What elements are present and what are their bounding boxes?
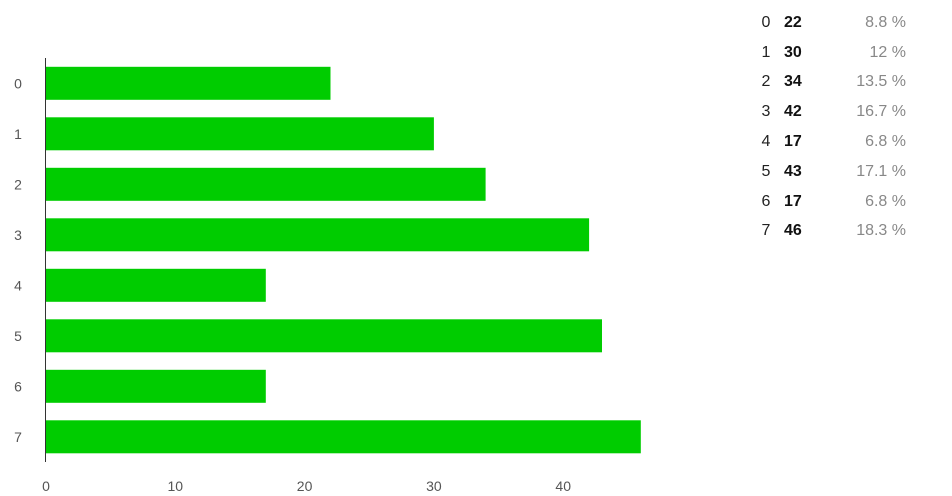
- bar-0: [46, 66, 331, 100]
- summary-row-6: 6 17 6.8 %: [748, 187, 906, 217]
- summary-row-5: 5 43 17.1 %: [748, 157, 906, 187]
- summary-count: 43: [784, 162, 802, 180]
- bar-3: [46, 218, 590, 252]
- y-tick-label-5: 5: [14, 328, 22, 344]
- summary-category: 6: [761, 192, 771, 210]
- summary-category: 1: [761, 43, 771, 61]
- summary-category: 2: [761, 73, 771, 91]
- y-tick-label-2: 2: [14, 176, 22, 192]
- summary-percentage: 13.5 %: [856, 73, 906, 91]
- summary-row-3: 3 42 16.7 %: [748, 97, 906, 127]
- summary-count: 46: [784, 222, 802, 240]
- summary-count: 30: [784, 43, 802, 61]
- summary-count: 22: [784, 13, 802, 31]
- x-tick-label-10: 10: [168, 478, 184, 494]
- summary-count: 17: [784, 192, 802, 210]
- summary-count: 34: [784, 73, 802, 91]
- summary-row-7: 7 46 18.3 %: [748, 217, 906, 247]
- summary-category: 0: [761, 13, 771, 31]
- x-tick-label-20: 20: [297, 478, 313, 494]
- summary-percentage: 16.7 %: [856, 103, 906, 121]
- summary-category: 4: [761, 133, 771, 151]
- summary-category: 7: [761, 222, 771, 240]
- y-tick-label-7: 7: [14, 429, 22, 445]
- y-tick-label-4: 4: [14, 277, 22, 293]
- summary-percentage: 12 %: [869, 43, 906, 61]
- y-tick-label-0: 0: [14, 75, 22, 91]
- bar-1: [46, 117, 434, 151]
- bar-4: [46, 268, 266, 302]
- x-tick-label-30: 30: [426, 478, 442, 494]
- summary-count: 42: [784, 103, 802, 121]
- summary-percentage: 8.8 %: [865, 13, 906, 31]
- summary-row-4: 4 17 6.8 %: [748, 127, 906, 157]
- summary-percentage: 18.3 %: [856, 222, 906, 240]
- bar-2: [46, 167, 486, 201]
- x-tick-label-0: 0: [42, 478, 50, 494]
- summary-percentage: 17.1 %: [856, 162, 906, 180]
- y-tick-label-1: 1: [14, 126, 22, 142]
- x-tick-label-40: 40: [555, 478, 571, 494]
- summary-percentage: 6.8 %: [865, 133, 906, 151]
- summary-count: 17: [784, 133, 802, 151]
- summary-row-2: 2 34 13.5 %: [748, 68, 906, 98]
- summary-category: 5: [761, 162, 771, 180]
- summary-row-0: 0 22 8.8 %: [748, 8, 906, 38]
- y-tick-label-6: 6: [14, 378, 22, 394]
- summary-table: 0 22 8.8 % 1 30 12 % 2 34 13.5 % 3 42 16.7 % 4 17 6.8 …: [748, 8, 906, 246]
- bar-7: [46, 420, 641, 454]
- bar-5: [46, 319, 602, 353]
- summary-category: 3: [761, 103, 771, 121]
- summary-percentage: 6.8 %: [865, 192, 906, 210]
- bar-6: [46, 369, 266, 403]
- summary-row-1: 1 30 12 %: [748, 38, 906, 68]
- y-tick-label-3: 3: [14, 227, 22, 243]
